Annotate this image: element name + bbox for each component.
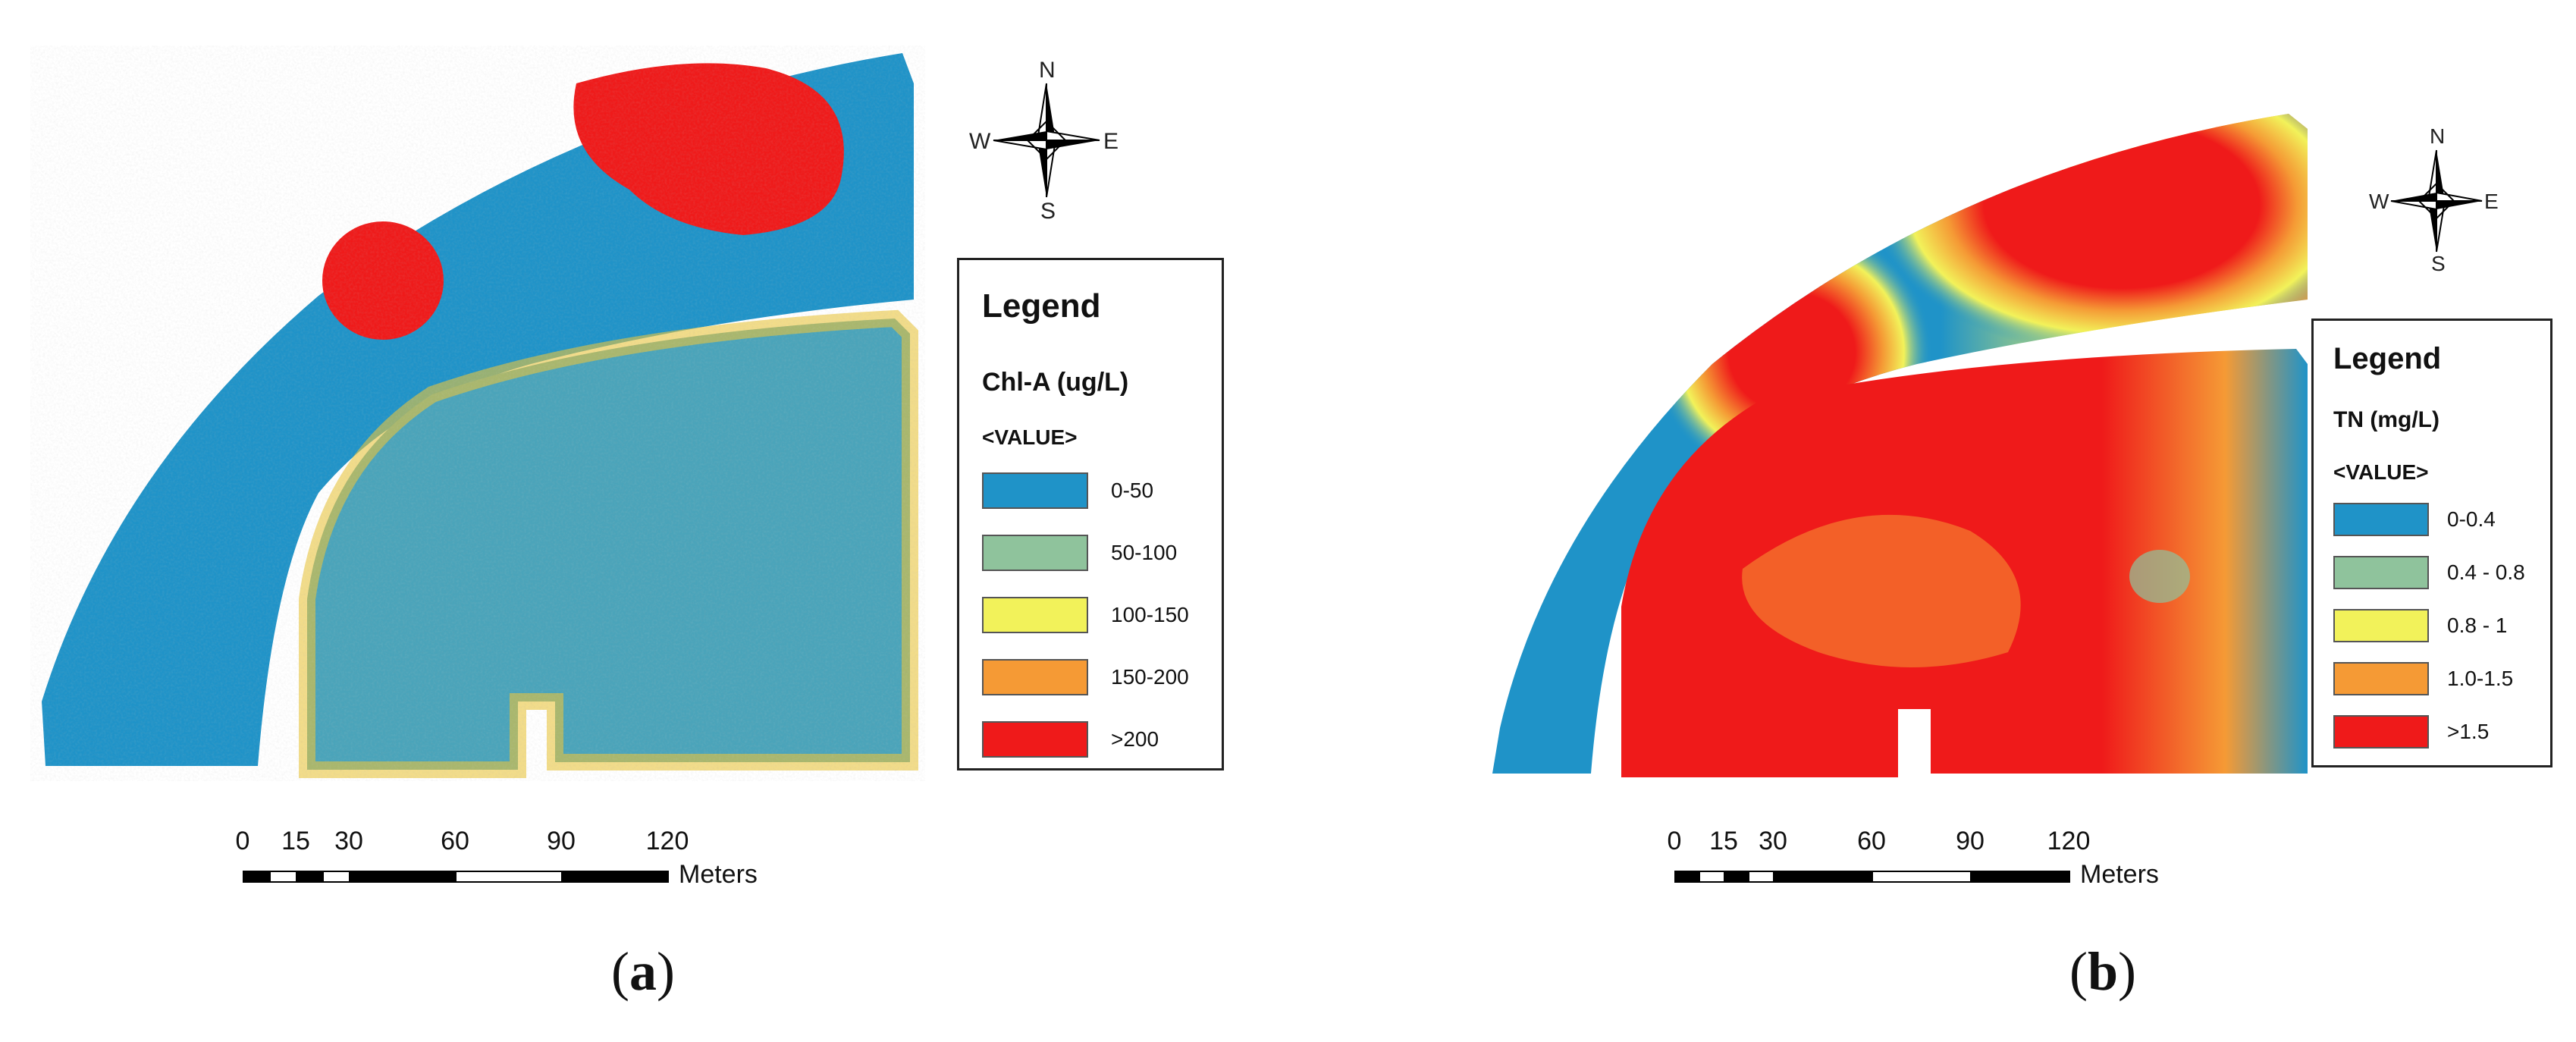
scale-tick-label: 15 — [1709, 827, 1738, 855]
speckle-overlay — [30, 46, 925, 781]
legend-box: Legend Chl-A (ug/L) <VALUE> 0-50 50-100 … — [957, 258, 1224, 771]
panel-label-close: ) — [2118, 941, 2137, 1002]
panel-label-b: (b) — [2069, 940, 2136, 1003]
scale-segment — [1699, 871, 1725, 883]
scale-segment — [349, 871, 457, 883]
legend-class-label: 100-150 — [1111, 603, 1189, 626]
panel-label-open: ( — [2069, 941, 2088, 1002]
legend-swatch — [982, 472, 1088, 509]
compass-north-label: N — [2430, 124, 2446, 148]
compass-north-label: N — [1039, 58, 1056, 83]
legend-class-label: 0-50 — [1111, 479, 1154, 502]
legend-swatch — [2333, 715, 2429, 749]
legend-swatch — [2333, 556, 2429, 589]
compass-west-label: W — [2369, 190, 2389, 213]
south-pond-blue-spot — [2129, 550, 2190, 603]
legend-box: Legend TN (mg/L) <VALUE> 0-0.4 0.4 - 0.8… — [2311, 319, 2552, 767]
legend-swatch — [982, 535, 1088, 571]
legend-swatch — [2333, 662, 2429, 695]
panel-label-a: (a) — [611, 940, 675, 1003]
legend-title: Legend — [2333, 342, 2442, 375]
scale-tick-label: 30 — [334, 827, 363, 855]
north-arrow: N S W E — [2369, 124, 2499, 275]
legend-class-label: >200 — [1111, 727, 1159, 751]
scale-segment — [1724, 871, 1749, 883]
legend-field-name: Chl-A (ug/L) — [982, 368, 1129, 397]
scale-bar: 0 15 30 60 90 120 Meters — [236, 827, 789, 902]
legend-class-label: 1.0-1.5 — [2447, 667, 2514, 690]
legend-swatch — [982, 721, 1088, 758]
scale-tick-label: 60 — [441, 827, 469, 855]
legend-value-header: <VALUE> — [2333, 460, 2429, 484]
compass-south-label: S — [2431, 252, 2446, 275]
compass-east-label: E — [2484, 190, 2499, 213]
map-panel-tn: N S W E Legend TN (mg/L) <VALUE> 0-0.4 0… — [1288, 0, 2575, 1042]
legend-class-label: 0.4 - 0.8 — [2447, 560, 2525, 584]
panel-label-letter: b — [2087, 941, 2119, 1002]
scale-tick-label: 30 — [1759, 827, 1787, 855]
scale-tick-label: 90 — [1956, 827, 1985, 855]
scale-segment — [269, 871, 297, 883]
legend-class-label: 150-200 — [1111, 665, 1189, 689]
scale-segment — [243, 871, 271, 883]
legend-class-label: >1.5 — [2447, 720, 2490, 743]
scale-tick-label: 60 — [1857, 827, 1886, 855]
panel-label-close: ) — [657, 941, 675, 1002]
scale-segment — [1872, 871, 1972, 883]
panel-label-open: ( — [611, 941, 629, 1002]
scale-segment — [322, 871, 350, 883]
scale-tick-label: 0 — [1667, 827, 1682, 855]
map-panel-chl-a: N S W E Legend Chl-A (ug/L) <VALUE> 0-50… — [30, 46, 1224, 1003]
legend-swatch — [2333, 503, 2429, 536]
tn-raster-map — [1492, 114, 2308, 777]
scale-tick-label: 90 — [547, 827, 576, 855]
scale-tick-label: 0 — [235, 827, 250, 855]
scale-segment — [561, 871, 669, 883]
compass-rose-icon — [993, 83, 1100, 198]
scale-tick-label: 120 — [2047, 827, 2091, 855]
legend-class-label: 0.8 - 1 — [2447, 614, 2508, 637]
scale-segment — [1674, 871, 1700, 883]
scale-segment — [1970, 871, 2070, 883]
legend-value-header: <VALUE> — [982, 425, 1078, 449]
legend-swatch — [982, 659, 1088, 695]
compass-east-label: E — [1103, 129, 1119, 154]
south-pond-mixed — [1742, 514, 2021, 667]
legend-swatch — [2333, 609, 2429, 642]
scale-segment — [1773, 871, 1873, 883]
legend-title: Legend — [982, 287, 1101, 325]
scale-bar: 0 15 30 60 90 120 Meters — [1668, 827, 2220, 902]
panel-label-letter: a — [629, 941, 657, 1002]
chl-a-raster-map — [30, 46, 925, 781]
compass-west-label: W — [969, 129, 991, 154]
compass-south-label: S — [1040, 199, 1056, 224]
scale-segment — [296, 871, 324, 883]
scale-tick-label: 120 — [645, 827, 689, 855]
legend-field-name: TN (mg/L) — [2333, 407, 2440, 432]
scale-unit-label: Meters — [2080, 860, 2159, 889]
scale-segment — [455, 871, 563, 883]
legend-swatch — [982, 597, 1088, 633]
compass-rose-icon — [2390, 149, 2483, 253]
scale-unit-label: Meters — [679, 860, 758, 889]
scale-tick-label: 15 — [281, 827, 310, 855]
legend-class-label: 0-0.4 — [2447, 507, 2496, 531]
north-arrow: N S W E — [969, 58, 1119, 224]
legend-class-label: 50-100 — [1111, 541, 1178, 564]
scale-segment — [1748, 871, 1774, 883]
nutrient-zone-northeast — [1872, 114, 2308, 356]
